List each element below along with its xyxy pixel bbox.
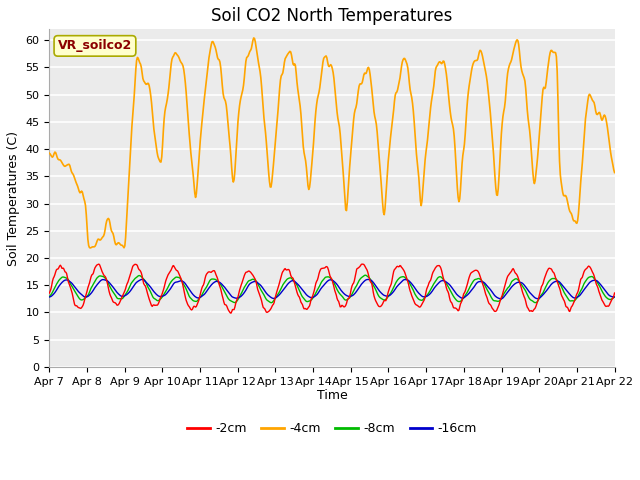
Legend: -2cm, -4cm, -8cm, -16cm: -2cm, -4cm, -8cm, -16cm [182, 417, 481, 440]
Title: Soil CO2 North Temperatures: Soil CO2 North Temperatures [211, 7, 452, 25]
Text: VR_soilco2: VR_soilco2 [58, 39, 132, 52]
X-axis label: Time: Time [317, 389, 348, 402]
Y-axis label: Soil Temperatures (C): Soil Temperatures (C) [7, 131, 20, 265]
